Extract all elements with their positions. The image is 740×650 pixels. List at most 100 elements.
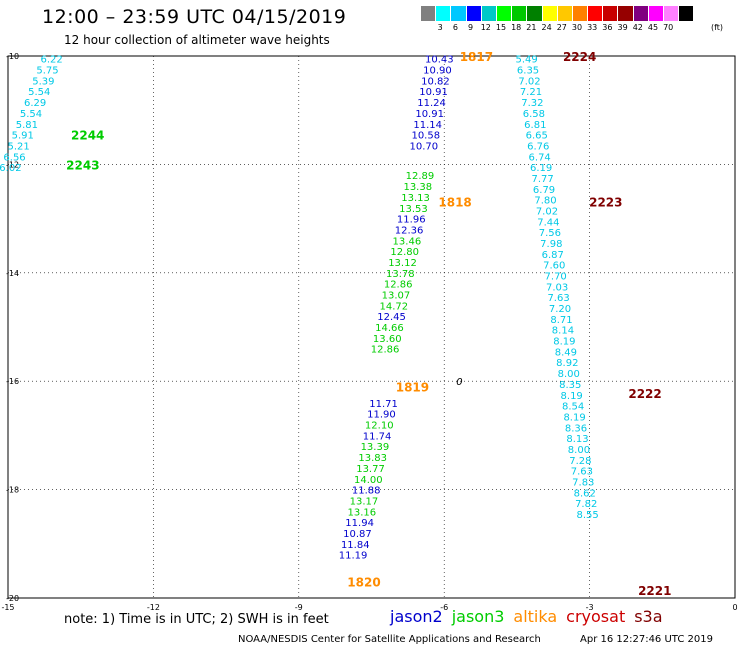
legend-label: 15 (495, 23, 507, 32)
swh-value: 8.36 (565, 423, 587, 434)
legend-label: 3 (437, 23, 443, 32)
swh-value: 7.28 (569, 456, 591, 467)
swh-value: 7.63 (571, 467, 593, 478)
track-label: 2221 (638, 584, 671, 598)
legend-swatch (679, 6, 695, 21)
swh-value: 11.14 (413, 120, 442, 131)
swh-value: 8.92 (556, 358, 578, 369)
footer-timestamp: Apr 16 12:27:46 UTC 2019 (580, 634, 713, 645)
swh-value: 6.81 (524, 120, 546, 131)
swh-value: 6.74 (529, 152, 551, 163)
swh-value: 6.65 (526, 131, 548, 142)
legend-label: 21 (526, 23, 537, 32)
legend-label: 36 (602, 23, 613, 32)
swh-value: 12.36 (395, 225, 424, 236)
legend-swatch (466, 6, 482, 21)
legend-label: 30 (571, 23, 583, 32)
color-legend: 3 6 9 12 15 18 21 24 27 30 33 36 39 42 45 70 (ft) (421, 6, 723, 35)
swh-value: 7.32 (521, 98, 543, 109)
swh-value: 6.58 (523, 109, 545, 120)
track-label: 2222 (628, 387, 661, 401)
legend-swatch (421, 6, 437, 21)
swh-value: 8.00 (568, 445, 590, 456)
y-tick-label: -12 (6, 160, 19, 169)
swh-value: 11.84 (341, 540, 370, 551)
swh-value: 6.76 (527, 141, 549, 152)
swh-value: 12.80 (390, 247, 419, 258)
swh-value: 5.39 (32, 76, 54, 87)
swh-value: 11.96 (397, 215, 426, 226)
legend-swatch (572, 6, 589, 21)
legend-label: 9 (468, 23, 474, 32)
legend-swatch (603, 6, 619, 21)
legend-label: 18 (511, 23, 522, 32)
track-label: 1819 (396, 381, 429, 395)
legend-swatch (436, 6, 452, 21)
legend-label: 12 (480, 23, 491, 32)
swh-value: 8.62 (574, 488, 596, 499)
swh-value: 8.19 (561, 391, 583, 402)
swh-value: 7.20 (549, 304, 571, 315)
swh-value: 8.14 (552, 326, 574, 337)
swh-value: 8.00 (558, 369, 580, 380)
legend-swatch (542, 6, 558, 21)
swh-value: 7.60 (543, 261, 565, 272)
swh-value: 11.71 (369, 399, 398, 410)
swh-value: 12.45 (377, 312, 406, 323)
x-tick-label: -12 (147, 603, 160, 612)
swh-value: 6.35 (517, 66, 539, 77)
track-label: 1817 (460, 50, 493, 64)
legend-swatch (664, 6, 680, 21)
y-tick-label: -20 (6, 594, 19, 603)
swh-value: 10.43 (425, 55, 454, 66)
swh-value: 10.82 (421, 76, 450, 87)
legend-swatch (451, 6, 467, 21)
legend-swatch (618, 6, 634, 21)
swh-value: 7.03 (546, 282, 568, 293)
swh-value: 8.19 (563, 412, 585, 423)
legend-swatch (481, 6, 497, 21)
swh-value: 6.87 (542, 250, 564, 261)
swh-value: 13.46 (393, 236, 422, 247)
swh-value: 12.10 (365, 421, 394, 432)
swh-value: 8.55 (577, 510, 599, 521)
footer-credit: NOAA/NESDIS Center for Satellite Applica… (238, 634, 541, 645)
legend-swatch (557, 6, 573, 21)
swh-value: 11.24 (417, 98, 446, 109)
swh-value: 14.00 (354, 475, 383, 486)
track-label: 2224 (563, 50, 596, 64)
x-tick-label: -9 (295, 603, 303, 612)
satellite-key-altika: altika (513, 607, 558, 626)
swh-value: 13.16 (347, 507, 376, 518)
page-subtitle: 12 hour collection of altimeter wave hei… (64, 33, 330, 47)
swh-value: 7.63 (547, 293, 569, 304)
legend-swatch (527, 6, 543, 21)
x-tick-label: -15 (1, 603, 14, 612)
swh-value: 7.70 (545, 272, 567, 283)
swh-value: 7.44 (537, 217, 559, 228)
swh-value: 11.94 (345, 518, 374, 529)
swh-value: 6.29 (24, 98, 46, 109)
swh-value: 13.17 (350, 496, 379, 507)
legend-swatches (421, 6, 695, 21)
legend-label: 42 (632, 23, 643, 32)
swh-value: 7.02 (536, 206, 558, 217)
satellite-key-s3a: s3a (634, 607, 663, 626)
swh-value: 10.90 (423, 66, 452, 77)
legend-swatch (648, 6, 664, 21)
swh-value: 6.02 (0, 163, 22, 174)
track-label: 1818 (438, 195, 471, 209)
swh-value: 8.13 (566, 434, 588, 445)
swh-value: 5.54 (20, 109, 42, 120)
swh-value: 13.60 (373, 334, 402, 345)
swh-value: 13.39 (361, 442, 390, 453)
swh-value: 6.22 (40, 55, 62, 66)
swh-value: 13.53 (399, 204, 428, 215)
x-tick-label: -3 (586, 603, 594, 612)
legend-label: 27 (556, 23, 567, 32)
swh-value: 12.86 (384, 280, 413, 291)
legend-label: 45 (647, 23, 659, 32)
swh-value: 7.80 (534, 196, 556, 207)
swh-value: 14.72 (379, 301, 408, 312)
swh-value: 13.83 (358, 453, 387, 464)
